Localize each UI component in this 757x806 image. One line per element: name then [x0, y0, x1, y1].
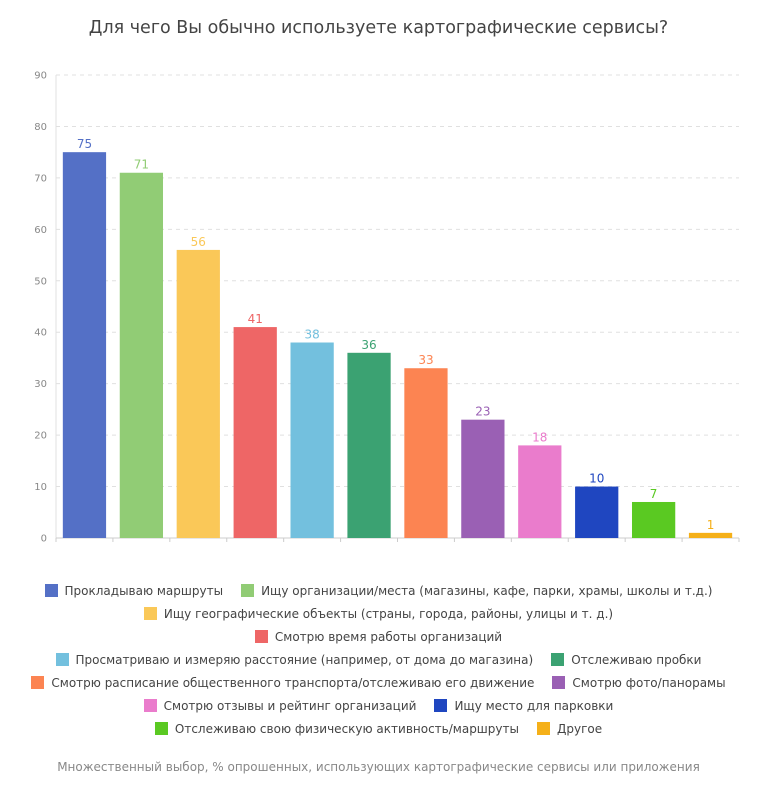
- legend-swatch: [254, 630, 268, 643]
- bar-value-label: 38: [304, 328, 319, 342]
- legend-item[interactable]: Смотрю отзывы и рейтинг организаций: [143, 698, 417, 713]
- legend-label: Ищу географические объекты (страны, горо…: [163, 606, 614, 621]
- legend-label: Отслеживаю пробки: [571, 652, 702, 667]
- bar: [575, 486, 619, 538]
- legend-item[interactable]: Смотрю время работы организаций: [254, 629, 503, 644]
- chart-title: Для чего Вы обычно используете картограф…: [88, 18, 669, 38]
- legend-label: Смотрю отзывы и рейтинг организаций: [163, 698, 417, 713]
- bar-value-label: 18: [532, 430, 547, 444]
- legend-swatch: [241, 584, 255, 597]
- legend-label: Просматриваю и измеряю расстояние (напри…: [75, 652, 534, 667]
- legend-swatch: [55, 653, 69, 666]
- legend-item[interactable]: Ищу организации/места (магазины, кафе, п…: [241, 584, 712, 598]
- legend-swatch: [434, 699, 448, 712]
- bar-value-label: 1: [707, 518, 715, 532]
- y-tick-label: 60: [34, 225, 47, 236]
- bar-value-label: 7: [650, 487, 658, 501]
- y-tick-label: 80: [34, 122, 47, 133]
- y-tick-label: 50: [34, 276, 47, 287]
- legend-row: Отслеживаю свою физическую активность/ма…: [0, 717, 757, 740]
- legend-swatch: [31, 676, 45, 689]
- legend-item[interactable]: Смотрю расписание общественного транспор…: [31, 676, 534, 690]
- legend-item[interactable]: Просматриваю и измеряю расстояние (напри…: [55, 652, 534, 667]
- chart-footnote: Множественный выбор, % опрошенных, испол…: [57, 760, 700, 774]
- bar-value-label: 41: [248, 312, 263, 326]
- legend-item[interactable]: Смотрю фото/панорамы: [552, 675, 726, 690]
- legend-item[interactable]: Ищу географические объекты (страны, горо…: [143, 606, 614, 621]
- legend-swatch: [143, 699, 157, 712]
- bar-value-label: 56: [191, 235, 206, 249]
- legend-label: Другое: [556, 721, 603, 736]
- bar-value-label: 36: [361, 338, 376, 352]
- y-tick-label: 10: [34, 482, 47, 493]
- legend-swatch: [552, 676, 566, 689]
- legend-item[interactable]: Ищу место для парковки: [434, 699, 613, 713]
- y-tick-label: 0: [41, 534, 47, 545]
- legend-row: Прокладываю маршруты Ищу организации/мест…: [0, 579, 757, 602]
- bar: [290, 342, 334, 538]
- legend-item[interactable]: Прокладываю маршруты: [44, 583, 224, 598]
- legend-item[interactable]: Другое: [536, 721, 603, 736]
- y-tick-label: 70: [34, 173, 47, 184]
- legend-swatch: [154, 722, 168, 735]
- y-tick-label: 30: [34, 379, 47, 390]
- bar-value-label: 23: [475, 405, 490, 419]
- bar: [176, 249, 220, 538]
- bar: [347, 352, 391, 538]
- legend-row: Просматриваю и измеряю расстояние (напри…: [0, 648, 757, 671]
- bar-chart: 0102030405060708090757156413836332318107…: [34, 71, 740, 545]
- chart-legend: Прокладываю маршруты Ищу организации/мест…: [0, 579, 757, 740]
- bar: [62, 152, 107, 538]
- bar-value-label: 33: [418, 353, 433, 367]
- y-tick-label: 90: [34, 71, 47, 82]
- legend-label: Ищу организации/места (магазины, кафе, п…: [261, 583, 713, 598]
- legend-label: Смотрю фото/панорамы: [572, 675, 726, 690]
- legend-item[interactable]: Отслеживаю свою физическую активность/ма…: [154, 721, 519, 736]
- legend-label: Смотрю время работы организаций: [274, 629, 503, 644]
- bar: [233, 327, 277, 538]
- bar: [461, 419, 505, 538]
- legend-swatch: [44, 584, 58, 597]
- legend-label: Отслеживаю свою физическую активность/ма…: [174, 721, 519, 736]
- legend-row: Смотрю отзывы и рейтинг организаций Ищу м…: [0, 694, 757, 717]
- legend-item[interactable]: Отслеживаю пробки: [551, 653, 701, 667]
- legend-swatch: [551, 653, 565, 666]
- legend-swatch: [536, 722, 550, 735]
- bar: [688, 532, 733, 538]
- legend-label: Прокладываю маршруты: [64, 583, 224, 598]
- bar: [119, 172, 164, 538]
- bar-value-label: 75: [77, 137, 92, 151]
- bar: [518, 445, 562, 538]
- bar-value-label: 71: [134, 158, 149, 172]
- bar-value-label: 10: [589, 472, 604, 486]
- bar: [404, 368, 448, 538]
- legend-swatch: [143, 607, 157, 620]
- bar: [631, 501, 676, 538]
- legend-label: Смотрю расписание общественного транспор…: [51, 675, 535, 690]
- y-tick-label: 20: [34, 431, 47, 442]
- y-tick-label: 40: [34, 328, 47, 339]
- legend-row: Смотрю время работы организаций: [0, 625, 757, 648]
- legend-label: Ищу место для парковки: [454, 698, 614, 713]
- legend-row: Смотрю расписание общественного транспор…: [0, 671, 757, 694]
- legend-row: Ищу географические объекты (страны, горо…: [0, 602, 757, 625]
